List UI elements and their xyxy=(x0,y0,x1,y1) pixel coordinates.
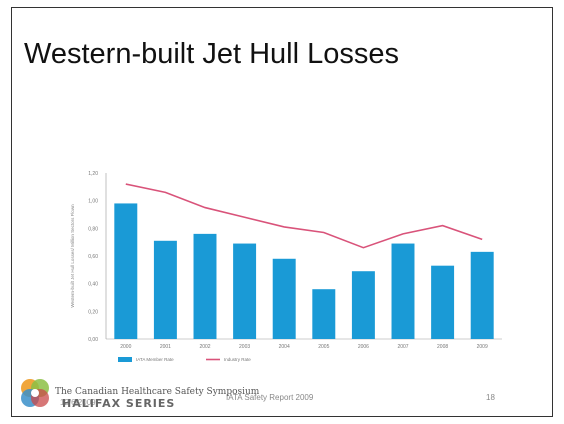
x-tick-label: 2003 xyxy=(239,344,250,350)
hull-loss-chart: 0,00 0,20 0,40 0,60 0,80 1,00 1,20 Western-buil… xyxy=(70,171,502,362)
y-tick-label: 0,00 xyxy=(88,337,98,343)
x-tick-label: 2004 xyxy=(279,344,290,350)
x-tick-label: 2009 xyxy=(477,344,488,350)
x-tick-label: 2006 xyxy=(358,344,369,350)
bar-2009 xyxy=(470,251,494,339)
bar-2005 xyxy=(312,289,336,339)
x-tick-label: 2008 xyxy=(437,344,448,350)
slide xyxy=(11,7,553,417)
logo-line1: The Canadian Healthcare Safety Symposium xyxy=(55,387,260,397)
x-tick-label: 2001 xyxy=(160,344,171,350)
y-tick-label: 0,60 xyxy=(88,254,98,260)
bar-2007 xyxy=(391,243,415,339)
date-text: 12/6/2009 xyxy=(60,398,96,407)
legend-label-industry: Industry Rate xyxy=(224,357,251,362)
y-axis-label: Western-built Jet Hull Losses/ Million S… xyxy=(70,204,75,308)
page-number: 18 xyxy=(486,393,495,402)
industry-rate-line xyxy=(125,183,483,249)
legend-swatch-iata xyxy=(118,357,132,362)
logo-line2: HALIFAX SERIES xyxy=(62,397,176,410)
x-tick-label: 2000 xyxy=(120,344,131,350)
x-tick-label: 2005 xyxy=(318,344,329,350)
footer-source: IATA Safety Report 2009 xyxy=(226,393,314,402)
y-tick-label: 1,20 xyxy=(88,171,98,177)
symposium-logo xyxy=(16,374,236,414)
bar-2002 xyxy=(193,233,217,339)
x-tick-label: 2002 xyxy=(199,344,210,350)
x-tick-label: 2007 xyxy=(397,344,408,350)
bar-2004 xyxy=(272,258,296,339)
y-tick-label: 0,20 xyxy=(88,309,98,315)
y-tick-label: 0,40 xyxy=(88,282,98,288)
y-tick-label: 1,00 xyxy=(88,199,98,205)
bar-2000 xyxy=(114,203,138,339)
y-tick-label: 0,80 xyxy=(88,226,98,232)
legend-label-iata: IATA Member Rate xyxy=(136,357,174,362)
slide-title: Western-built Jet Hull Losses xyxy=(24,38,400,70)
bar-2008 xyxy=(431,265,455,339)
bar-2003 xyxy=(233,243,257,339)
bar-2001 xyxy=(153,240,177,339)
bar-2006 xyxy=(351,271,375,339)
logo-circles-icon xyxy=(21,379,49,407)
